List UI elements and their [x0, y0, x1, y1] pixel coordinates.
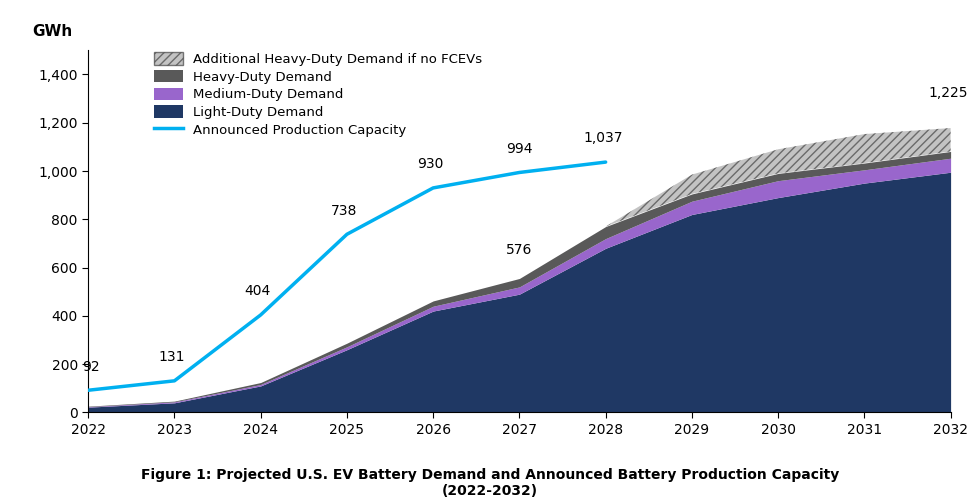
Text: 92: 92	[82, 360, 100, 374]
Text: 576: 576	[507, 243, 532, 257]
Text: 930: 930	[417, 157, 444, 171]
Text: 404: 404	[245, 284, 271, 298]
Text: GWh: GWh	[32, 25, 73, 39]
Text: 1,225: 1,225	[928, 86, 967, 100]
Legend: Additional Heavy-Duty Demand if no FCEVs, Heavy-Duty Demand, Medium-Duty Demand,: Additional Heavy-Duty Demand if no FCEVs…	[149, 47, 488, 142]
Text: Figure 1: Projected U.S. EV Battery Demand and Announced Battery Production Capa: Figure 1: Projected U.S. EV Battery Dema…	[141, 468, 839, 498]
Text: 994: 994	[506, 142, 533, 156]
Text: 1,037: 1,037	[583, 131, 622, 145]
Text: 738: 738	[331, 204, 358, 218]
Text: 131: 131	[159, 350, 185, 364]
